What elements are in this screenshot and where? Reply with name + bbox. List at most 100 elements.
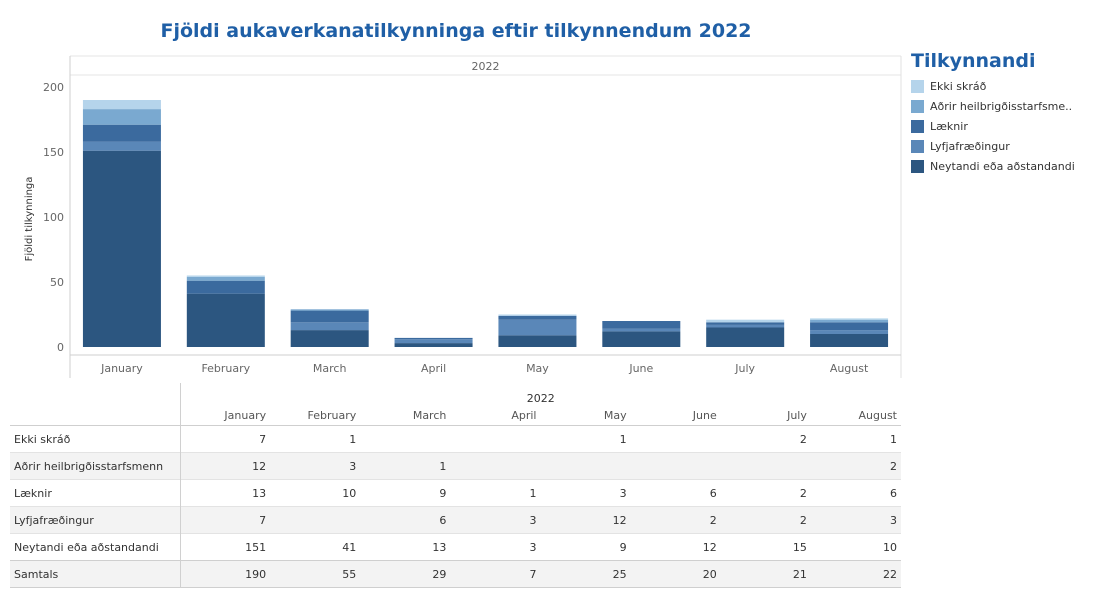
table-row-label: Samtals (10, 560, 181, 588)
table-total-row: Samtals 190 55 29 7 25 20 21 22 (10, 560, 901, 588)
table-cell (360, 426, 450, 453)
table-cell: 2 (720, 506, 811, 534)
table-month-header: August (858, 408, 898, 422)
table-cell: 3 (450, 506, 541, 534)
x-tick-label: January (100, 362, 143, 375)
table-year-header: 2022 (526, 392, 555, 405)
y-tick-label: 100 (43, 211, 64, 224)
table-cell: 15 (792, 540, 807, 554)
table-row-label: Lyfjafræðingur (10, 506, 181, 534)
table-cell: 10 (342, 486, 357, 500)
x-tick-label: April (421, 362, 446, 375)
table-month-header: July (787, 408, 807, 422)
table-cell (540, 452, 631, 480)
table-cell (450, 452, 541, 480)
legend-swatch (911, 99, 924, 113)
x-tick-label: February (201, 362, 250, 375)
bar-segment (498, 315, 577, 320)
bar-segment (810, 318, 889, 320)
legend: Tilkynnandi Ekki skráð Aðrir heilbrigðiss… (911, 50, 1100, 176)
table-cell: 55 (270, 560, 361, 588)
stacked-bar-chart: 2022 0 50 100 150 200 Fjöldi tilkynninga Januar… (24, 55, 902, 378)
table-cell: 2 (799, 486, 807, 500)
table-cell: 2 (799, 432, 807, 446)
table-cell (720, 452, 811, 480)
table-cell: 13 (252, 486, 267, 500)
panel-header: 2022 (472, 60, 500, 73)
bar-segment (186, 275, 265, 277)
legend-item[interactable]: Ekki skráð (911, 76, 1100, 96)
legend-title: Tilkynnandi (911, 50, 1036, 72)
table-cell: 190 (180, 560, 271, 588)
table-month-header: February (307, 408, 357, 422)
legend-item[interactable]: Aðrir heilbrigðisstarfsme.. (911, 96, 1100, 116)
table-cell (630, 452, 721, 480)
bar-segment (82, 150, 161, 347)
table-month-header: January (224, 408, 267, 422)
bar-segment (290, 330, 369, 347)
bar-segment (706, 322, 785, 325)
legend-label: Aðrir heilbrigðisstarfsme.. (930, 99, 1073, 113)
table-cell: 6 (709, 486, 717, 500)
y-axis-label: Fjöldi tilkynninga (24, 177, 35, 262)
bar-segment (394, 339, 473, 344)
table-cell: 7 (180, 506, 271, 534)
bar-segment (498, 314, 577, 316)
table-month-header: April (511, 408, 537, 422)
bar-segment (394, 343, 473, 347)
bar-segment (602, 328, 681, 332)
y-tick-label: 200 (43, 81, 64, 94)
table-row: Læknir 13 10 9 1 3 6 2 6 (10, 479, 901, 507)
legend-swatch (911, 159, 924, 173)
table-cell: 151 (245, 540, 267, 554)
table-row-label: Læknir (10, 479, 181, 507)
y-tick-label: 0 (57, 341, 64, 354)
table-cell: 2 (630, 506, 721, 534)
bar-segment (706, 327, 785, 347)
y-tick-label: 50 (50, 276, 64, 289)
legend-item[interactable]: Neytandi eða aðstandandi (911, 156, 1100, 176)
bar-segment (186, 293, 265, 347)
table-row: Neytandi eða aðstandandi 151 41 13 3 9 12 15 10 (10, 533, 901, 561)
table-cell (270, 506, 361, 534)
legend-item[interactable]: Læknir (911, 116, 1100, 136)
table-cell: 9 (439, 486, 447, 500)
table-row: Aðrir heilbrigðisstarfsmenn 12 3 1 2 (10, 452, 901, 480)
bar-segment (82, 141, 161, 151)
bar-segment (810, 319, 889, 323)
table-row-label: Ekki skráð (10, 425, 181, 453)
x-tick-label: May (526, 362, 549, 375)
table-cell: 7 (450, 560, 541, 588)
table-cell: 25 (540, 560, 631, 588)
table-cell: 2 (810, 452, 901, 480)
legend-item[interactable]: Lyfjafræðingur (911, 136, 1100, 156)
table-cell: 41 (342, 540, 357, 554)
table-cell: 1 (349, 432, 357, 446)
chart-title: Fjöldi aukaverkanatilkynninga eftir tilk… (160, 20, 752, 42)
table-row-label: Neytandi eða aðstandandi (10, 533, 181, 561)
table-cell: 10 (883, 540, 897, 554)
table-cell (631, 426, 721, 453)
bar-segment (290, 310, 369, 323)
bar-segment (706, 324, 785, 328)
table-cell: 6 (890, 486, 897, 500)
bar-segment (290, 322, 369, 331)
table-cell: 12 (540, 506, 631, 534)
legend-label: Ekki skráð (930, 79, 987, 93)
table-cell: 3 (529, 540, 537, 554)
table-row: Lyfjafræðingur 7 6 3 12 2 2 3 (10, 506, 901, 534)
table-row-label: Aðrir heilbrigðisstarfsmenn (10, 452, 181, 480)
bar-segment (810, 330, 889, 334)
bar-segment (82, 100, 161, 110)
bar-segment (186, 280, 265, 294)
y-tick-label: 150 (43, 146, 64, 159)
bar-segment (82, 109, 161, 125)
bar-segment (602, 321, 681, 329)
table-cell: 13 (432, 540, 447, 554)
table-cell: 7 (259, 432, 267, 446)
x-tick-label: June (628, 362, 653, 375)
table-row: Ekki skráð 7 1 1 2 1 (10, 425, 901, 453)
bar-segment (602, 331, 681, 347)
bar-segment (810, 322, 889, 331)
legend-label: Neytandi eða aðstandandi (930, 159, 1075, 173)
